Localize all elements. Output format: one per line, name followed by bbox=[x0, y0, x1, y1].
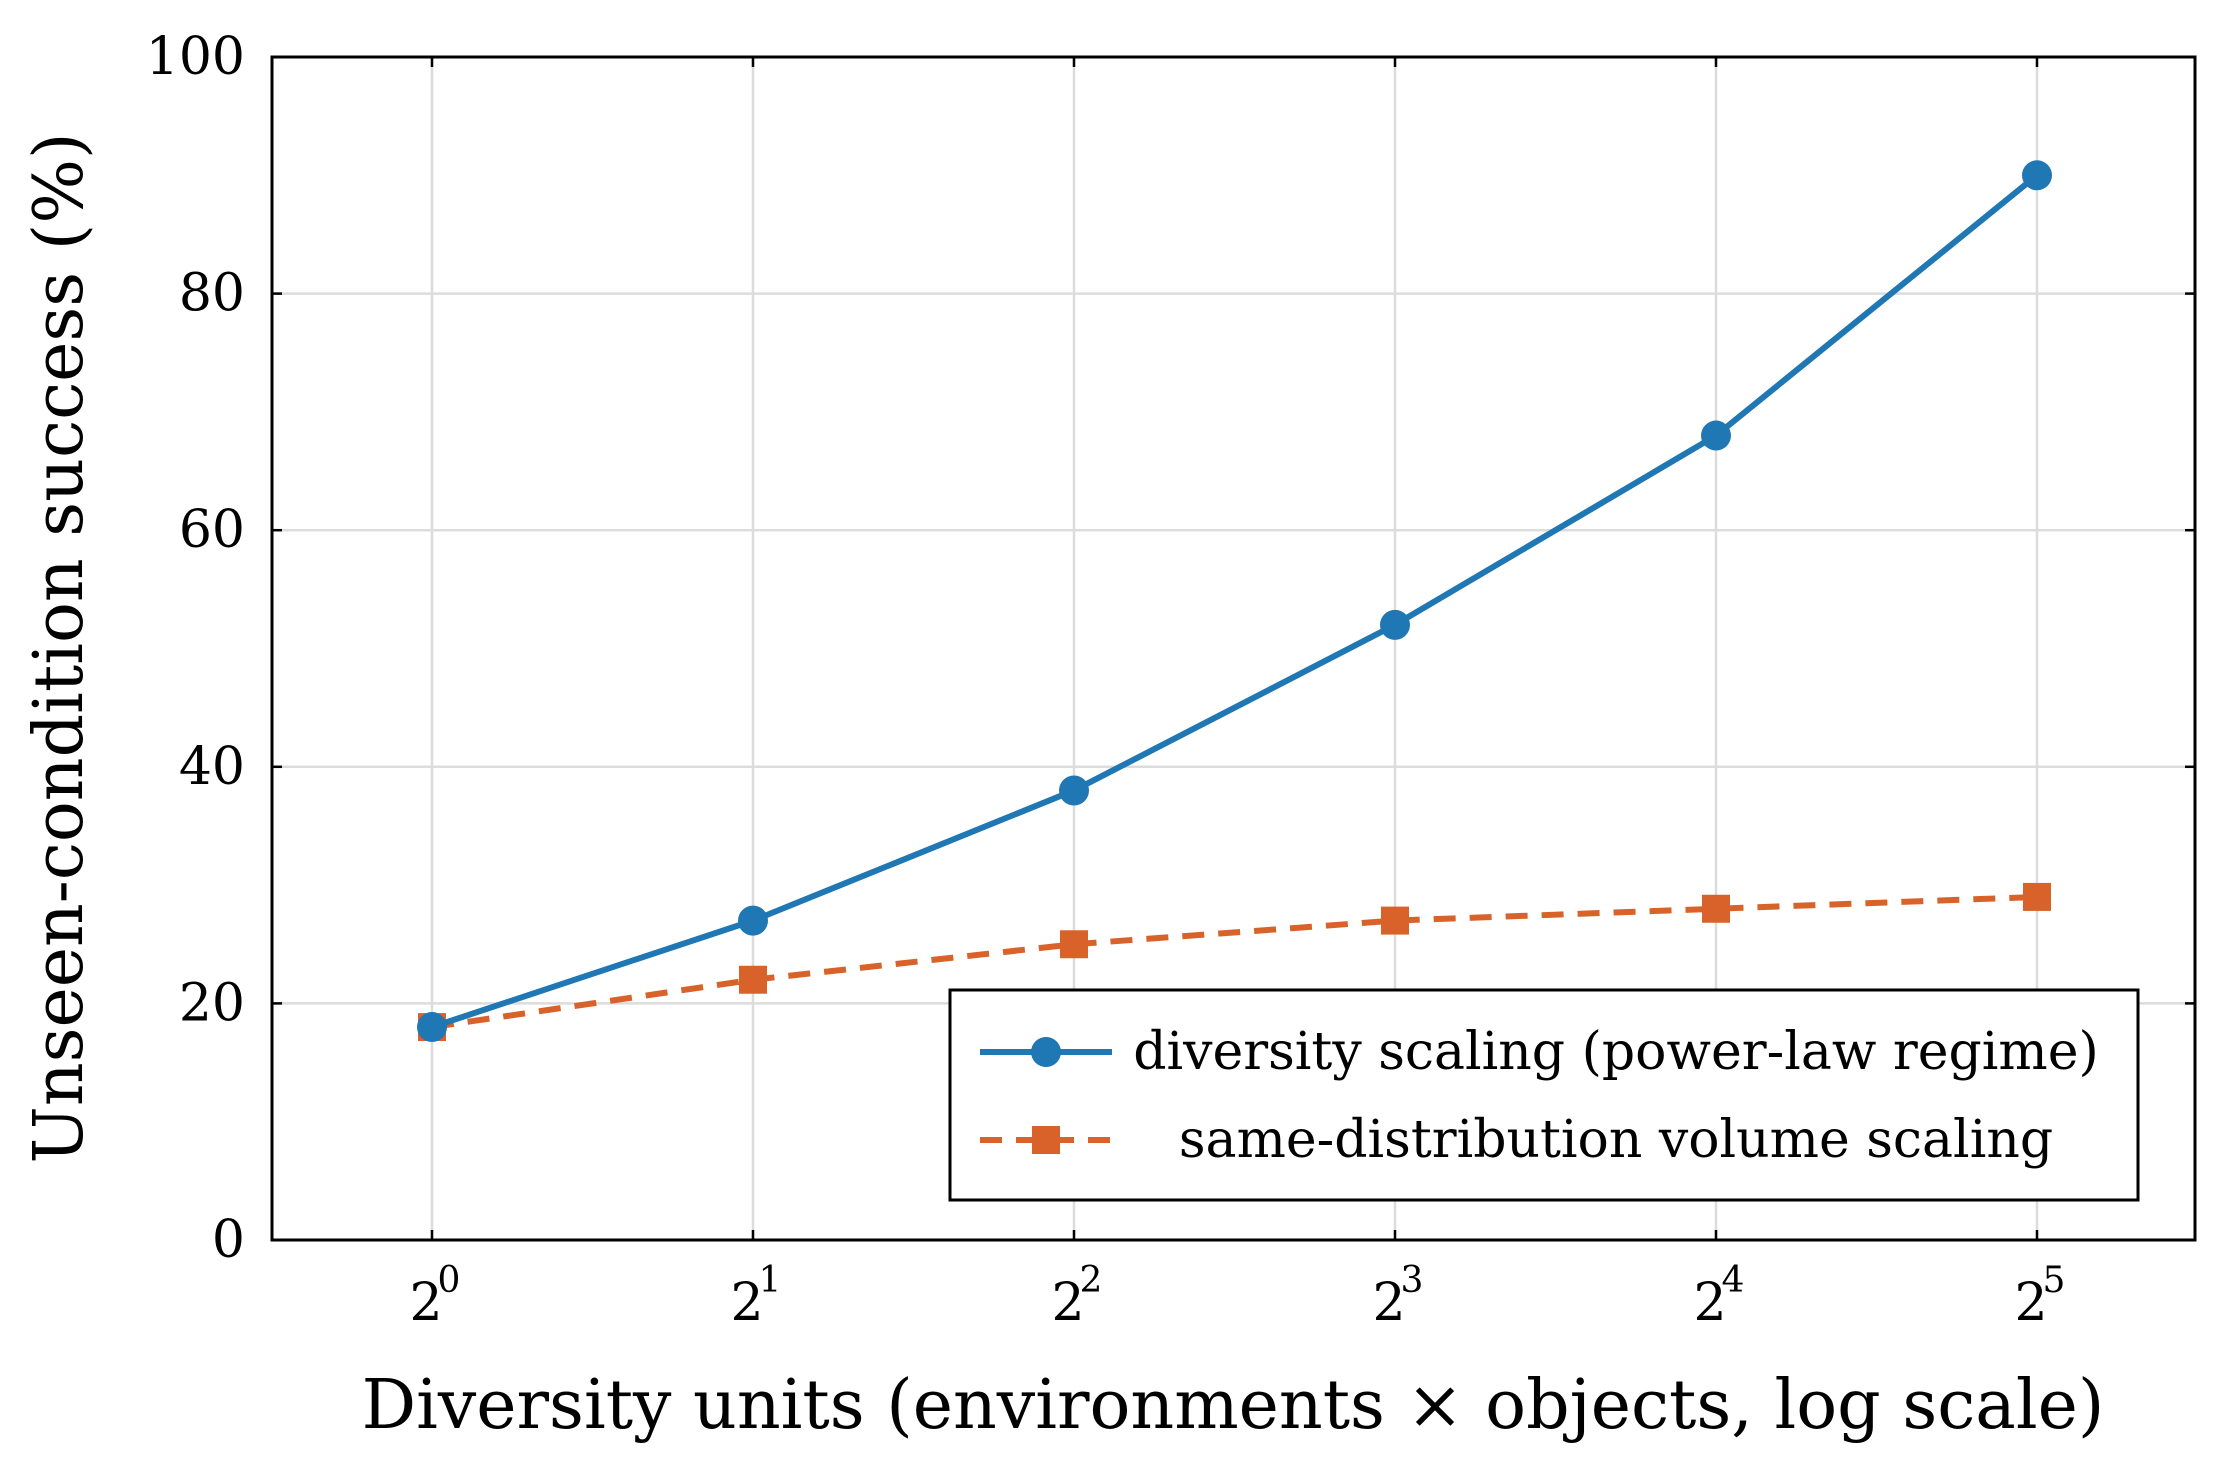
series-line-diversity bbox=[431, 172, 2039, 1030]
y-tick-label: 100 bbox=[146, 27, 245, 87]
legend-marker-volume bbox=[1032, 1126, 1060, 1154]
x-tick-label-exponent: 4 bbox=[1722, 1260, 1745, 1301]
legend-label-volume: same-distribution volume scaling bbox=[1179, 1110, 2053, 1170]
legend: diversity scaling (power-law regime) sam… bbox=[948, 988, 2140, 1202]
data-point-volume bbox=[1702, 894, 1730, 923]
data-point-diversity bbox=[1059, 775, 1089, 806]
x-tick-label: 2 bbox=[409, 1273, 442, 1333]
x-tick-label-exponent: 5 bbox=[2043, 1260, 2066, 1301]
y-tick-label: 80 bbox=[179, 264, 245, 324]
plot-frame bbox=[270, 55, 2197, 1242]
y-tick-label: 0 bbox=[212, 1210, 245, 1270]
y-axis-label: Unseen-condition success (%) bbox=[20, 133, 99, 1164]
x-tick-label: 2 bbox=[730, 1273, 763, 1333]
x-tick-label-exponent: 3 bbox=[1401, 1260, 1424, 1301]
y-tick-label: 40 bbox=[179, 737, 245, 797]
x-tick-label: 2 bbox=[1051, 1273, 1084, 1333]
data-point-diversity bbox=[1701, 420, 1731, 451]
data-point-diversity bbox=[738, 905, 768, 936]
legend-box bbox=[948, 988, 2140, 1202]
x-tick-label: 2 bbox=[1693, 1273, 1726, 1333]
legend-marker-diversity bbox=[1031, 1037, 1061, 1067]
x-tick-label: 2 bbox=[1372, 1273, 1405, 1333]
data-point-diversity bbox=[417, 1012, 447, 1043]
data-point-volume bbox=[1060, 930, 1088, 959]
x-tick-label-exponent: 1 bbox=[759, 1260, 782, 1301]
data-point-volume bbox=[739, 965, 767, 994]
data-point-volume bbox=[1381, 906, 1409, 935]
y-tick-label: 60 bbox=[179, 500, 245, 560]
x-tick-label-exponent: 2 bbox=[1080, 1260, 1103, 1301]
legend-label-diversity: diversity scaling (power-law regime) bbox=[1133, 1022, 2099, 1082]
x-tick-label-exponent: 0 bbox=[438, 1260, 461, 1301]
data-point-volume bbox=[2023, 882, 2051, 911]
y-tick-label: 20 bbox=[179, 973, 245, 1033]
series-line-volume bbox=[431, 893, 2038, 1031]
data-point-diversity bbox=[2022, 160, 2052, 191]
x-tick-label: 2 bbox=[2014, 1273, 2047, 1333]
data-point-diversity bbox=[1380, 609, 1410, 640]
x-axis-label: Diversity units (environments × objects,… bbox=[362, 1366, 2105, 1445]
series-layer bbox=[417, 160, 2052, 1043]
